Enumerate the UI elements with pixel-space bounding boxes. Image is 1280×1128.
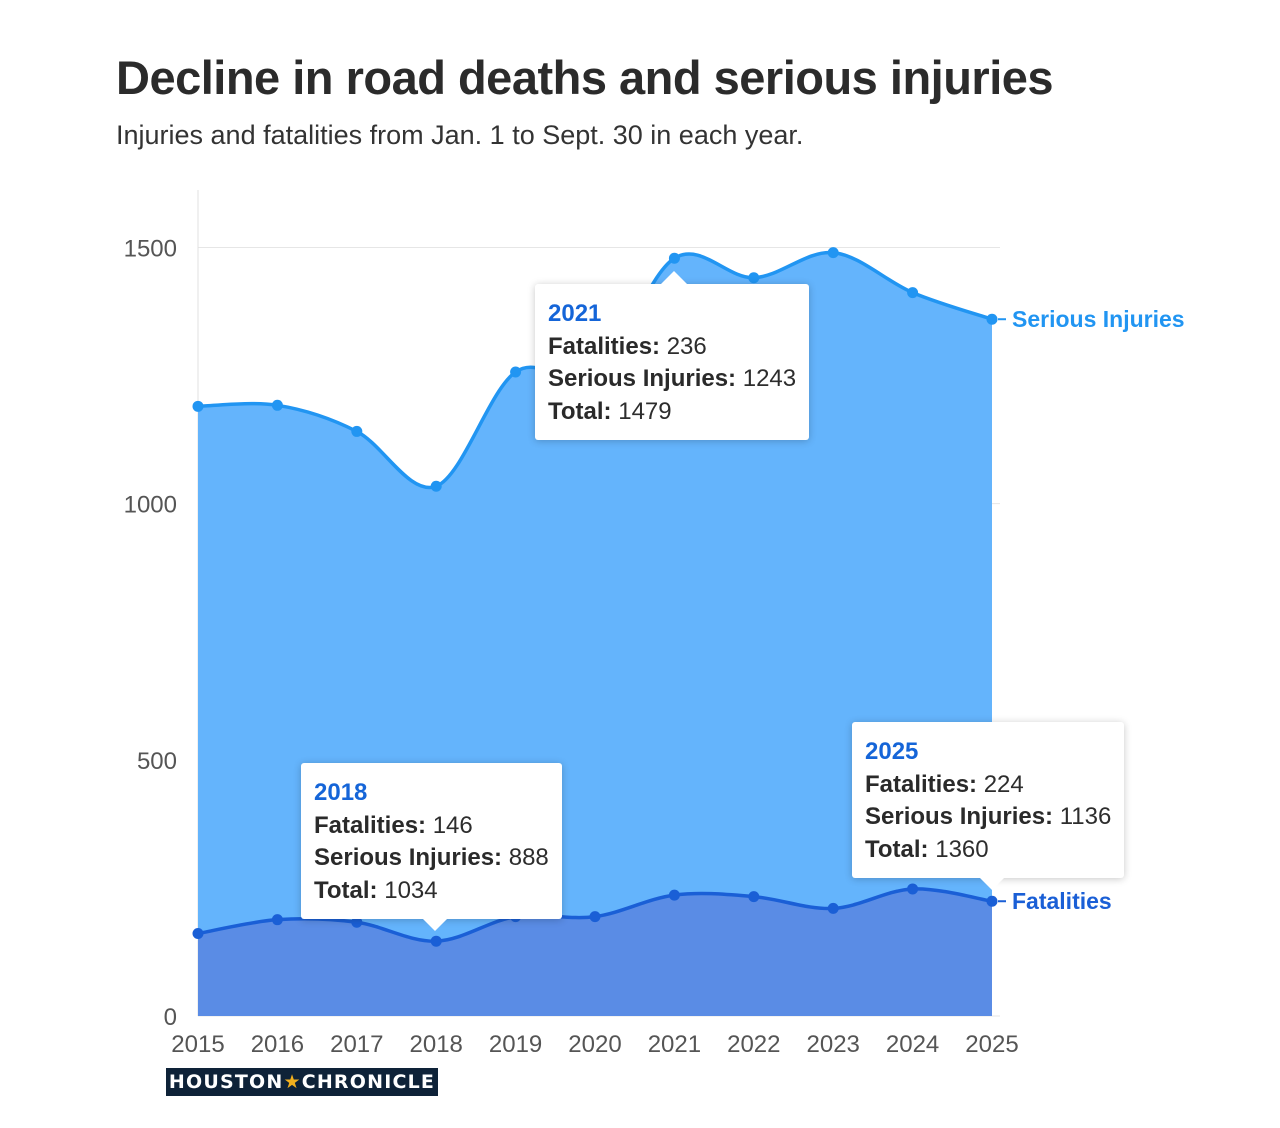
x-tick-label: 2020 [568,1031,621,1058]
fatalities-point [589,911,601,923]
tooltip-injuries-value: 888 [508,844,549,871]
fatalities-point [986,895,998,907]
tooltip-injuries-label: Serious Injuries: [314,844,503,871]
serious-injuries-point [430,480,442,492]
tooltip-fatalities-value: 224 [983,770,1024,798]
fatalities-point [827,902,839,914]
tooltip-2025-pointer [978,876,1006,890]
x-tick-label: 2017 [330,1031,383,1058]
x-tick-label: 2024 [886,1031,939,1058]
serious-injuries-point [271,399,283,411]
serious-injuries-point [351,425,363,437]
tooltip-injuries-label: Serious Injuries: [865,803,1054,830]
fatalities-point [668,889,680,901]
tooltip-year: 2018 [314,779,368,806]
tooltip-fatalities-label: Fatalities: [314,811,427,839]
x-tick-label: 2021 [648,1031,701,1058]
serious-injuries-point [827,247,839,259]
tooltip-total-label: Total: [314,876,378,904]
series-label: Serious Injuries [1012,306,1185,332]
star-icon: ★ [283,1071,302,1093]
fatalities-point [192,928,204,940]
fatalities-point [748,891,760,903]
x-tick-label: 2018 [410,1031,463,1058]
fatalities-point [271,914,283,926]
chart-title: Decline in road deaths and serious injur… [116,51,1054,104]
serious-injuries-point [986,313,998,325]
tooltip-total-value: 1360 [935,835,989,863]
houston-chronicle-logo: HOUSTON★CHRONICLE [166,1068,438,1096]
tooltip-year: 2025 [865,738,919,765]
tooltip-total-label: Total: [865,835,929,863]
x-tick-label: 2015 [171,1031,224,1058]
tooltip-injuries-label: Serious Injuries: [548,365,737,392]
tooltip-2018-pointer [421,917,449,931]
tooltip-total-value: 1034 [384,876,438,904]
tooltip-fatalities-value: 236 [666,332,707,360]
y-tick-label: 1500 [124,236,177,263]
tooltip-fatalities-label: Fatalities: [865,770,978,798]
y-tick-label: 1000 [124,492,177,519]
x-tick-label: 2016 [251,1031,304,1058]
fatalities-point [907,883,919,895]
chart-subtitle: Injuries and fatalities from Jan. 1 to S… [116,120,804,150]
series-label: Fatalities [1012,888,1112,914]
serious-injuries-point [192,400,204,412]
tooltip-total-label: Total: [548,397,612,425]
x-tick-label: 2019 [489,1031,542,1058]
tooltip-fatalities-label: Fatalities: [548,332,661,360]
serious-injuries-point [907,287,919,299]
fatalities-point [351,916,363,928]
tooltip-2021: 2021 Fatalities: 236 Serious Injuries: 1… [535,284,810,440]
tooltip-injuries-value: 1136 [1059,803,1112,830]
serious-injuries-point [510,366,522,378]
serious-injuries-point [748,272,760,284]
tooltip-total-value: 1479 [618,397,672,425]
serious-injuries-point [668,252,680,264]
x-tick-label: 2022 [727,1031,780,1058]
tooltip-2021-pointer [660,271,688,285]
fatalities-point [430,935,442,947]
y-tick-label: 0 [164,1004,177,1031]
tooltip-injuries-value: 1243 [742,365,797,392]
fatalities-area [198,888,992,1016]
tooltip-2018: 2018 Fatalities: 146 Serious Injuries: 8… [301,763,562,919]
tooltip-2025: 2025 Fatalities: 224 Serious Injuries: 1… [852,722,1125,878]
tooltip-fatalities-value: 146 [432,811,473,839]
y-tick-label: 500 [137,748,177,775]
tooltip-year: 2021 [548,300,602,327]
x-tick-label: 2023 [807,1031,860,1058]
x-tick-label: 2025 [965,1031,1018,1058]
